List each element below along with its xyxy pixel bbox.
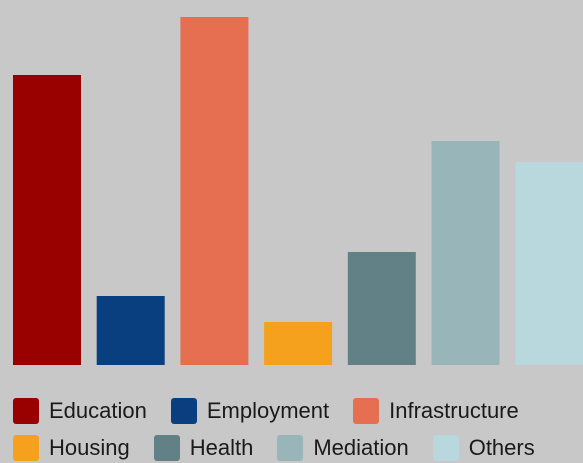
- legend-item-others: Others: [432, 435, 535, 461]
- legend-label: Mediation: [313, 435, 409, 460]
- legend-item-education: Education: [13, 398, 147, 424]
- bar-employment: [96, 296, 165, 365]
- legend-swatch: [170, 398, 197, 424]
- legend-label: Education: [49, 398, 147, 423]
- legend-swatch: [353, 398, 380, 424]
- bar-infrastructure: [180, 17, 249, 365]
- legend-label: Infrastructure: [389, 398, 519, 423]
- legend-swatch: [277, 435, 304, 461]
- legend-swatch: [432, 435, 459, 461]
- legend-item-mediation: Mediation: [277, 435, 409, 461]
- bar-housing: [264, 322, 333, 365]
- legend-label: Others: [468, 435, 535, 460]
- legend-item-infrastructure: Infrastructure: [353, 398, 519, 424]
- legend-row-2: Housing Health Mediation Others: [13, 435, 559, 461]
- bar-mediation: [431, 141, 500, 365]
- bar-others: [515, 162, 583, 365]
- legend-swatch: [153, 435, 180, 461]
- bar-chart: [13, 17, 583, 365]
- bar-health: [347, 252, 416, 365]
- legend-row-1: Education Employment Infrastructure: [13, 398, 543, 424]
- legend-item-employment: Employment: [170, 398, 330, 424]
- legend-swatch: [13, 435, 39, 461]
- legend-swatch: [13, 398, 39, 424]
- legend-item-health: Health: [153, 435, 254, 461]
- legend-label: Housing: [49, 435, 130, 460]
- legend-item-housing: Housing: [13, 435, 130, 461]
- legend-label: Employment: [206, 398, 330, 423]
- legend-label: Health: [189, 435, 254, 460]
- bar-education: [13, 75, 81, 365]
